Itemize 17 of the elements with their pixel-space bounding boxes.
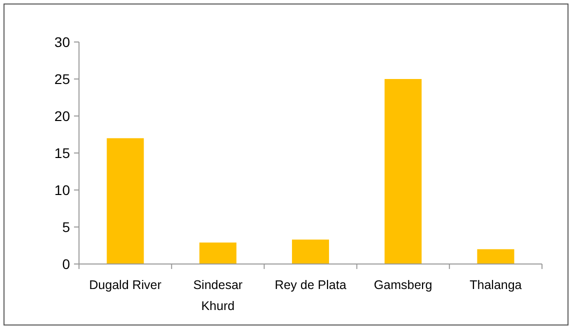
- y-tick-label: 10: [54, 182, 70, 198]
- bar: [477, 249, 514, 264]
- x-tick-label: Rey de Plata: [274, 278, 346, 292]
- bar: [199, 242, 236, 264]
- y-tick-label: 25: [54, 70, 70, 87]
- y-tick-label: 0: [62, 256, 70, 272]
- bar: [106, 138, 144, 264]
- y-tick-label: 30: [54, 34, 70, 50]
- x-tick-label: Thalanga: [470, 278, 522, 292]
- bar: [384, 79, 422, 264]
- x-tick-label: Gamsberg: [374, 278, 432, 292]
- y-tick-label: 15: [54, 144, 70, 161]
- x-tick-label: Sindesar Khurd: [193, 278, 243, 313]
- y-tick-label: 20: [54, 108, 70, 124]
- y-tick-label: 5: [62, 218, 70, 235]
- bar: [292, 240, 330, 264]
- x-tick-label: Dugald River: [89, 278, 162, 292]
